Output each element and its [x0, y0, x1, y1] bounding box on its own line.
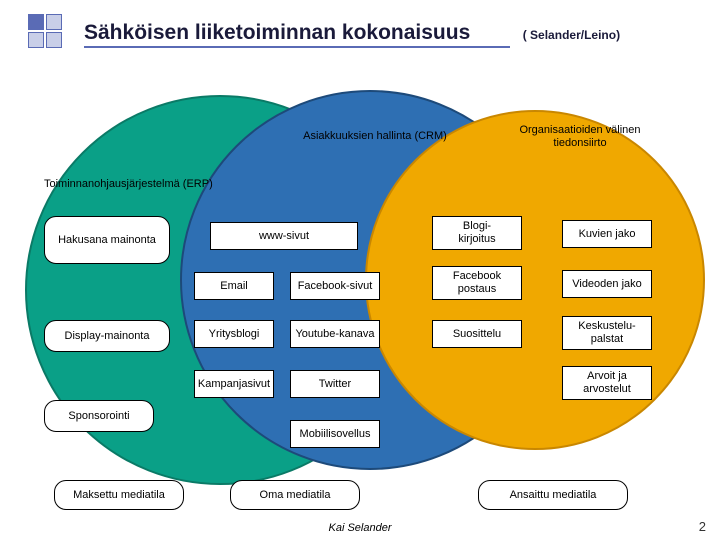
label-org-transfer: Organisaatioiden välinen tiedonsiirto	[500, 124, 660, 149]
footer-author: Kai Selander	[329, 522, 392, 534]
box-email: Email	[194, 272, 274, 300]
venn-circle-yellow	[365, 110, 705, 450]
box-oma: Oma mediatila	[230, 480, 360, 510]
box-kuvien: Kuvien jako	[562, 220, 652, 248]
box-arvoit: Arvoit ja arvostelut	[562, 366, 652, 400]
box-kampanja: Kampanjasivut	[194, 370, 274, 398]
box-display: Display-mainonta	[44, 320, 170, 352]
box-facebook-sivut: Facebook-sivut	[290, 272, 380, 300]
box-youtube: Youtube-kanava	[290, 320, 380, 348]
title-logo	[28, 14, 74, 52]
box-keskustelu: Keskustelu- palstat	[562, 316, 652, 350]
box-hakusana: Hakusana mainonta	[44, 216, 170, 264]
box-maksettu: Maksettu mediatila	[54, 480, 184, 510]
box-ansaittu: Ansaittu mediatila	[478, 480, 628, 510]
box-twitter: Twitter	[290, 370, 380, 398]
title-text: Sähköisen liiketoiminnan kokonaisuus	[84, 21, 510, 48]
box-videoden: Videoden jako	[562, 270, 652, 298]
box-mobiili: Mobiilisovellus	[290, 420, 380, 448]
slide-title: Sähköisen liiketoiminnan kokonaisuus ( S…	[28, 14, 620, 52]
box-sponsorointi: Sponsorointi	[44, 400, 154, 432]
label-crm: Asiakkuuksien hallinta (CRM)	[280, 130, 470, 143]
label-erp: Toiminnanohjausjärjestelmä (ERP)	[44, 178, 244, 191]
box-www: www-sivut	[210, 222, 358, 250]
box-suosittelu: Suosittelu	[432, 320, 522, 348]
box-facebook-postaus: Facebook postaus	[432, 266, 522, 300]
page-number: 2	[699, 519, 706, 534]
box-blogi: Blogi- kirjoitus	[432, 216, 522, 250]
subtitle: ( Selander/Leino)	[523, 28, 620, 42]
box-yritysblogi: Yritysblogi	[194, 320, 274, 348]
